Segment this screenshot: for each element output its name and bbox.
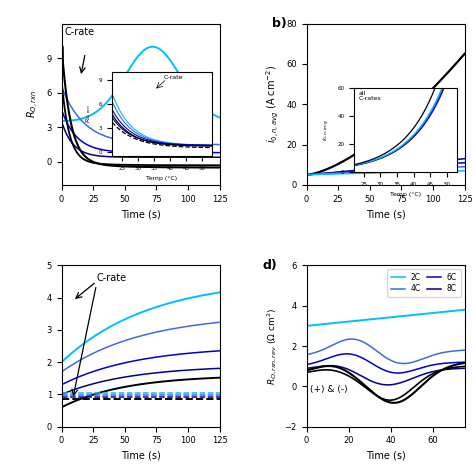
Legend: 2C, 4C, 6C, 8C: 2C, 4C, 6C, 8C [387,269,461,297]
Text: C-rate: C-rate [96,273,127,283]
X-axis label: Time (s): Time (s) [121,451,161,461]
Text: (+) & (-): (+) & (-) [310,385,347,394]
Y-axis label: $R_{O,rxn,rev}$ ($\Omega$ cm$^2$): $R_{O,rxn,rev}$ ($\Omega$ cm$^2$) [265,307,279,385]
Text: d): d) [262,259,277,272]
Text: b): b) [272,17,286,30]
Y-axis label: $R_{O,rxn}$: $R_{O,rxn}$ [26,90,41,118]
Text: C-rate: C-rate [65,27,95,37]
X-axis label: Time (s): Time (s) [121,209,161,219]
X-axis label: Time (s): Time (s) [365,451,405,461]
Y-axis label: $i_{0, n, avg}$ (A cm$^{-2}$): $i_{0, n, avg}$ (A cm$^{-2}$) [264,65,281,143]
X-axis label: Time (s): Time (s) [365,209,405,219]
